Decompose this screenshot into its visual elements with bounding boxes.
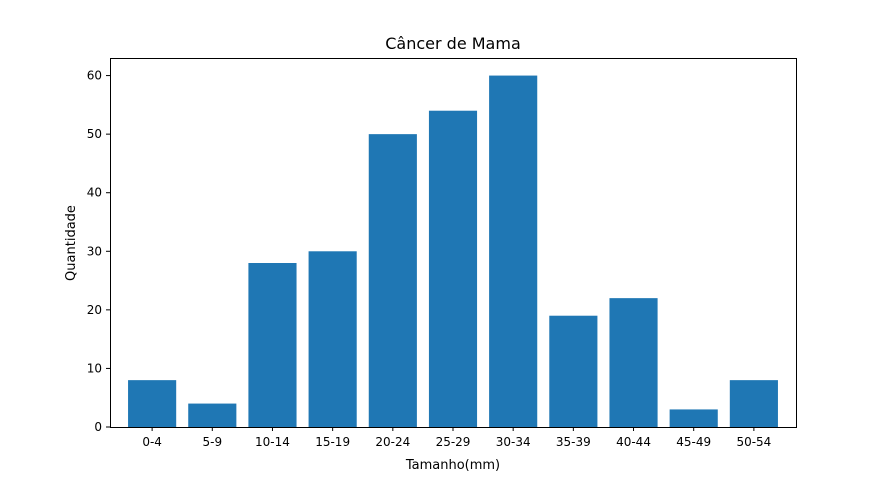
bars-group — [128, 75, 778, 428]
x-axis-ticks: 0-4 5-9 10-14 15-19 20-24 25-29 30-34 35-39 40-4… — [142, 427, 771, 449]
x-tick-label: 30-34 — [496, 435, 531, 449]
y-axis-label: Quantidade — [64, 205, 79, 281]
y-axis-ticks: 0 10 20 30 40 50 60 — [87, 69, 110, 434]
x-axis-label: Tamanho(mm) — [405, 458, 500, 473]
bar-45-49 — [669, 409, 718, 427]
x-tick-label: 0-4 — [142, 435, 162, 449]
bar-15-19 — [308, 251, 357, 427]
x-tick-label: 50-54 — [736, 435, 771, 449]
bar-40-44 — [609, 298, 658, 427]
y-tick-label: 30 — [87, 244, 102, 258]
x-tick-label: 40-44 — [616, 435, 651, 449]
y-tick-label: 20 — [87, 303, 102, 317]
bar-10-14 — [248, 263, 297, 427]
bar-0-4 — [128, 380, 177, 427]
x-tick-label: 35-39 — [556, 435, 591, 449]
x-tick-label: 25-29 — [436, 435, 471, 449]
x-tick-label: 45-49 — [676, 435, 711, 449]
chart-title: Câncer de Mama — [385, 34, 521, 53]
y-tick-label: 40 — [87, 186, 102, 200]
y-tick-label: 0 — [94, 420, 102, 434]
x-tick-label: 20-24 — [375, 435, 410, 449]
y-tick-label: 10 — [87, 361, 102, 375]
bar-50-54 — [729, 380, 778, 427]
x-tick-label: 5-9 — [202, 435, 222, 449]
y-tick-label: 50 — [87, 127, 102, 141]
bar-20-24 — [368, 134, 417, 427]
y-tick-label: 60 — [87, 69, 102, 83]
bar-35-39 — [549, 315, 598, 427]
bar-5-9 — [188, 403, 237, 427]
bar-30-34 — [489, 75, 538, 428]
x-tick-label: 15-19 — [315, 435, 350, 449]
plot-frame — [110, 58, 797, 428]
x-tick-label: 10-14 — [255, 435, 290, 449]
bar-25-29 — [428, 110, 478, 427]
